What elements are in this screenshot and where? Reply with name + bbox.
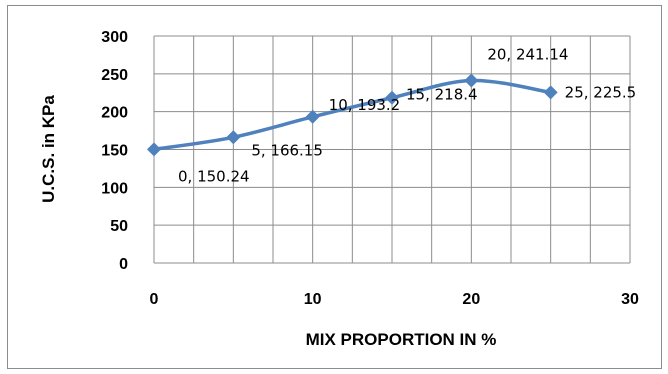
data-label: 10, 193.2 xyxy=(329,96,401,114)
y-tick-label: 0 xyxy=(119,256,128,273)
y-tick-label: 200 xyxy=(101,105,128,122)
data-point-marker xyxy=(147,142,161,157)
data-point-marker xyxy=(385,90,399,105)
x-tick-label: 30 xyxy=(621,291,639,308)
x-tick-label: 10 xyxy=(304,291,322,308)
data-point-marker xyxy=(226,130,241,145)
data-label: 15, 218.4 xyxy=(406,86,478,104)
data-label: 0, 150.24 xyxy=(178,167,250,185)
x-tick-label: 20 xyxy=(462,291,480,308)
line-chart: 0 50 100 150 200 250 300 0 10 20 30 0, 150.245, 16… xyxy=(39,29,639,349)
y-tick-label: 100 xyxy=(101,180,128,197)
y-axis-title: U.C.S. in KPa xyxy=(39,95,58,203)
data-label: 20, 241.14 xyxy=(487,46,568,64)
gridlines xyxy=(153,35,631,264)
x-tick-label: 0 xyxy=(150,291,159,308)
tick-labels: 0 50 100 150 200 250 300 0 10 20 30 xyxy=(101,29,639,308)
y-tick-label: 300 xyxy=(101,29,128,46)
data-point-marker xyxy=(464,73,479,88)
y-tick-label: 150 xyxy=(101,143,128,160)
y-tick-label: 50 xyxy=(110,218,128,235)
data-point-marker xyxy=(305,109,320,124)
data-label: 25, 225.5 xyxy=(565,83,637,101)
y-tick-label: 250 xyxy=(101,67,128,84)
data-markers xyxy=(147,73,558,157)
x-axis-title: MIX PROPORTION IN % xyxy=(306,330,497,349)
data-point-marker xyxy=(543,85,558,100)
data-labels: 0, 150.245, 166.15 10, 193.2 15, 218.4 20, … xyxy=(178,46,636,186)
chart-frame: 0 50 100 150 200 250 300 0 10 20 30 0, 150.24 5, 16… xyxy=(7,5,662,369)
data-label: 5, 166.15 xyxy=(251,141,323,159)
